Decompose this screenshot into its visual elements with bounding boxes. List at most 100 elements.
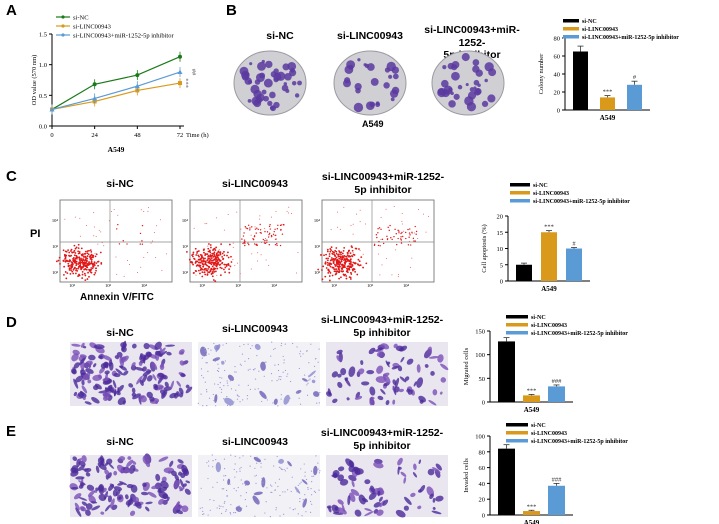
cell (180, 373, 186, 378)
event-dot (101, 242, 103, 244)
event-dot (341, 270, 344, 273)
colony (267, 100, 273, 106)
event-dot (399, 238, 402, 240)
legend-swatch (510, 191, 530, 195)
x-tick-label: 0 (50, 132, 53, 139)
event-dot (239, 273, 241, 275)
cell (185, 384, 190, 389)
event-dot (77, 243, 80, 246)
event-dot (86, 278, 89, 280)
event-dot (280, 229, 282, 231)
event-dot (80, 261, 82, 264)
event-dot (411, 231, 413, 234)
pore (311, 475, 313, 477)
event-dot (194, 247, 197, 250)
flow-y-tick: 10⁴ (314, 218, 321, 223)
pore (270, 373, 273, 375)
event-dot (151, 240, 153, 242)
event-dot (81, 261, 84, 264)
event-dot (373, 243, 376, 246)
sig-label: *** (603, 89, 613, 96)
pore (226, 404, 229, 406)
cell (179, 487, 185, 492)
cell (139, 354, 143, 361)
event-dot (219, 263, 222, 266)
cell (254, 343, 261, 350)
event-dot (248, 243, 250, 246)
pore (263, 375, 265, 377)
event-dot (88, 275, 90, 278)
event-dot (95, 269, 97, 272)
event-dot (329, 265, 332, 268)
bar-2 (548, 386, 565, 402)
colony (244, 71, 250, 77)
colony (291, 80, 297, 86)
cell (86, 484, 95, 491)
colony (276, 71, 286, 81)
pore (239, 470, 241, 472)
legend-label: si-NC (73, 15, 89, 22)
c-label-si-nc: si-NC (106, 178, 134, 190)
event-dot (67, 260, 70, 263)
cell (435, 495, 444, 502)
cell (259, 390, 267, 399)
cell (92, 374, 102, 381)
pore (202, 405, 204, 407)
event-dot (199, 272, 201, 275)
flow-y-tick: 10² (182, 270, 189, 275)
c-label-combo-line1: si-LINC00943+miR-1252- (321, 171, 445, 183)
cell (108, 484, 115, 491)
event-dot (196, 252, 198, 254)
event-dot (354, 247, 357, 250)
cell (142, 482, 147, 488)
event-dot (352, 223, 354, 225)
event-dot (335, 256, 338, 259)
event-dot (94, 255, 97, 258)
d-label-combo-line2: 5p inhibitor (353, 326, 411, 339)
cell (75, 476, 85, 480)
bar-1 (541, 232, 557, 281)
cell (75, 375, 84, 383)
event-dot (380, 228, 382, 231)
cell (398, 466, 402, 470)
pore (208, 465, 210, 467)
event-dot (75, 246, 78, 249)
cell (145, 351, 152, 358)
pore (200, 487, 202, 489)
pore (211, 454, 213, 456)
d-label-si-nc: si-NC (106, 327, 134, 339)
pore (300, 468, 302, 470)
event-dot (232, 259, 234, 261)
colony (263, 78, 273, 88)
cell (115, 489, 121, 496)
event-dot (262, 238, 265, 241)
event-dot (326, 259, 329, 262)
pore (213, 399, 215, 402)
colony (484, 62, 494, 72)
colony (457, 84, 463, 90)
cell (91, 505, 101, 511)
colony (247, 99, 252, 103)
cell (430, 371, 435, 376)
pore (302, 499, 304, 501)
event-dot (346, 269, 349, 272)
colony (391, 66, 400, 74)
event-dot (214, 263, 216, 265)
pore (233, 468, 235, 471)
event-dot (324, 262, 327, 265)
cell (183, 469, 190, 477)
event-dot (348, 260, 351, 263)
cell (227, 478, 231, 486)
cell (214, 394, 218, 404)
event-dot (348, 249, 351, 252)
cell (126, 459, 134, 468)
event-dot (335, 247, 338, 249)
event-dot (88, 261, 90, 264)
pore (218, 505, 220, 507)
event-dot (268, 232, 271, 235)
chart-e-invaded: 0 20 40 60 80 100 Invaded cells *** ### A549 si-NC… (463, 423, 628, 524)
event-dot (355, 213, 357, 215)
event-dot (359, 221, 361, 223)
cell (382, 499, 389, 506)
event-dot (70, 248, 73, 251)
